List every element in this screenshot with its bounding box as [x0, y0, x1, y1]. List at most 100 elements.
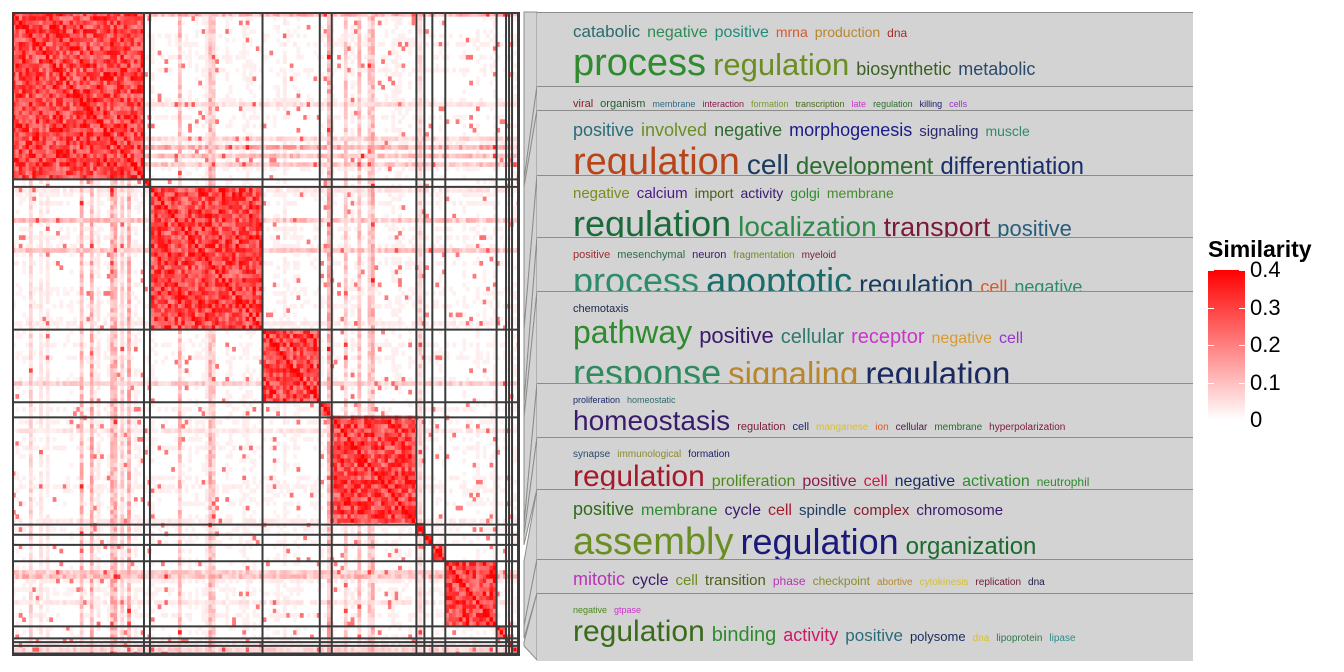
heatmap-cell	[127, 256, 131, 262]
heatmap-cell	[266, 115, 270, 120]
heatmap-cell	[367, 110, 372, 116]
heatmap-cell	[435, 166, 440, 172]
heatmap-cell	[42, 248, 47, 253]
heatmap-cell	[32, 175, 37, 180]
heatmap-cell	[303, 115, 308, 120]
heatmap-cell	[161, 54, 165, 60]
heatmap-cell	[110, 205, 114, 210]
heatmap-cell	[469, 243, 473, 249]
heatmap-cell	[93, 37, 98, 43]
heatmap-cell	[333, 97, 338, 103]
heatmap-cell	[127, 110, 131, 116]
heatmap-cell	[174, 42, 179, 47]
heatmap-cell	[150, 230, 155, 236]
heatmap-cell	[133, 89, 138, 94]
heatmap-cell	[161, 239, 165, 245]
heatmap-cell	[157, 252, 162, 258]
heatmap-cell	[357, 80, 362, 86]
heatmap-cell	[438, 196, 443, 202]
heatmap-cell	[238, 20, 243, 26]
heatmap-cell	[482, 196, 487, 202]
heatmap-cell	[110, 80, 114, 86]
heatmap-cell	[167, 42, 172, 47]
heatmap-cell	[354, 42, 358, 47]
heatmap-cell	[42, 170, 47, 176]
heatmap-cell	[123, 42, 128, 47]
heatmap-cell	[313, 102, 318, 107]
heatmap-cell	[133, 24, 138, 30]
heatmap-cell	[296, 136, 301, 142]
heatmap-cell	[418, 123, 423, 129]
heatmap-cell	[205, 218, 209, 223]
heatmap-cell	[161, 140, 165, 146]
heatmap-cell	[459, 188, 463, 193]
heatmap-cell	[62, 140, 67, 146]
heatmap-cell	[221, 248, 226, 253]
heatmap-cell	[28, 226, 33, 232]
heatmap-cell	[49, 46, 54, 52]
heatmap-cell	[52, 136, 57, 142]
heatmap-cell	[42, 188, 47, 193]
heatmap-cell	[215, 54, 219, 60]
heatmap-cell	[282, 97, 287, 103]
heatmap-cell	[28, 16, 33, 21]
heatmap-cell	[42, 127, 47, 133]
heatmap-cell	[370, 84, 375, 90]
heatmap-cell	[116, 106, 121, 112]
heatmap-cell	[150, 213, 155, 219]
heatmap-cell	[120, 222, 125, 228]
heatmap-cell	[211, 89, 216, 94]
heatmap-cell	[398, 76, 402, 82]
heatmap-cell	[130, 89, 135, 94]
heatmap-cell	[282, 102, 287, 107]
heatmap-cell	[215, 59, 219, 64]
heatmap-cell	[137, 89, 142, 94]
heatmap-cell	[18, 175, 23, 180]
heatmap-cell	[123, 243, 128, 249]
heatmap-cell	[93, 20, 98, 26]
heatmap-cell	[249, 37, 253, 43]
heatmap-cell	[110, 235, 114, 240]
heatmap-cell	[489, 218, 494, 223]
heatmap-cell	[100, 84, 104, 90]
heatmap-cell	[35, 80, 40, 86]
heatmap-cell	[418, 179, 423, 185]
heatmap-cell	[161, 213, 165, 219]
heatmap-cell	[103, 67, 108, 73]
heatmap-cell	[435, 239, 440, 245]
heatmap-cell	[22, 12, 26, 17]
heatmap-cell	[106, 76, 111, 82]
heatmap-cell	[370, 170, 375, 176]
heatmap-cell	[296, 252, 301, 258]
heatmap-cell	[282, 106, 287, 112]
heatmap-cell	[25, 192, 30, 198]
heatmap-cell	[62, 29, 67, 34]
heatmap-cell	[282, 248, 287, 253]
heatmap-cell	[323, 218, 328, 223]
heatmap-cell	[39, 93, 43, 99]
heatmap-cell	[201, 230, 206, 236]
heatmap-cell	[89, 149, 94, 155]
heatmap-cell	[45, 54, 50, 60]
heatmap-cell	[245, 50, 250, 56]
heatmap-cell	[194, 256, 199, 262]
heatmap-cell	[475, 80, 480, 86]
heatmap-cell	[157, 230, 162, 236]
heatmap-cell	[445, 235, 450, 240]
heatmap-cell	[428, 115, 433, 120]
heatmap-cell	[79, 230, 84, 236]
heatmap-cell	[177, 46, 182, 52]
heatmap-cell	[127, 29, 131, 34]
heatmap-cell	[93, 59, 98, 64]
heatmap-cell	[28, 97, 33, 103]
heatmap-cell	[343, 239, 348, 245]
heatmap-cell	[86, 248, 91, 253]
heatmap-cell	[418, 59, 423, 64]
heatmap-cell	[394, 157, 399, 163]
heatmap-cell	[177, 218, 182, 223]
heatmap-cell	[25, 33, 30, 39]
heatmap-cell	[45, 192, 50, 198]
heatmap-cell	[462, 175, 467, 180]
heatmap-cell	[59, 119, 64, 125]
heatmap-cell	[398, 110, 402, 116]
